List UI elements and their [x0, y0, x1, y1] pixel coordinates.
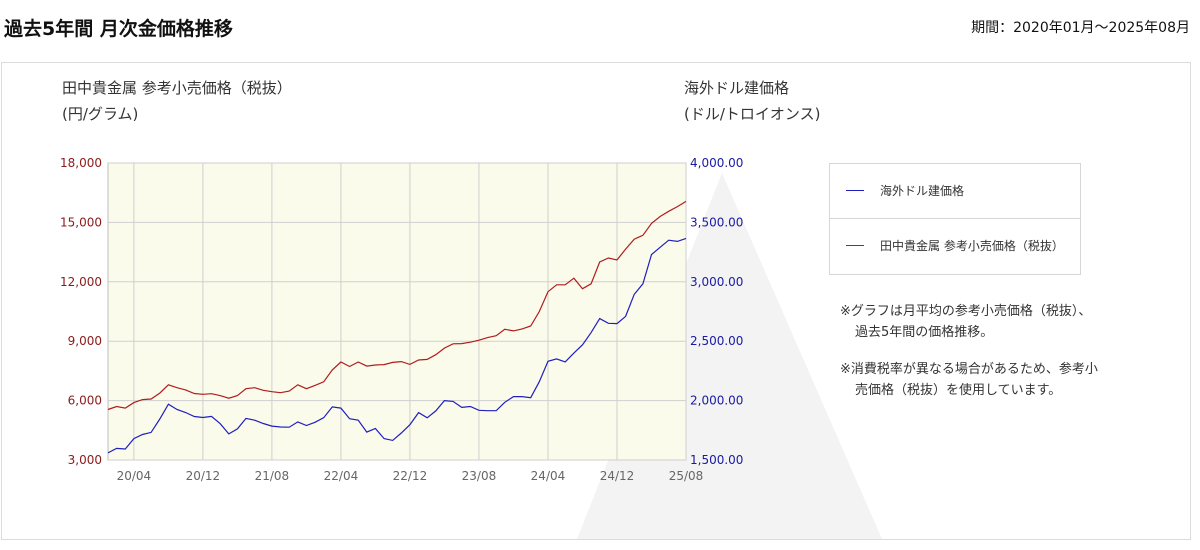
series-line-jpy [107, 200, 687, 411]
right-y-tick-label: 2,500.00 [690, 334, 743, 348]
left-y-tick-label: 12,000 [60, 275, 102, 289]
legend-item-usd[interactable]: 海外ドル建価格 [830, 164, 1080, 219]
left-axis-title: 田中貴金属 参考小売価格（税抜） (円/グラム) [62, 75, 292, 127]
right-y-tick-label: 4,000.00 [690, 156, 743, 170]
legend-item-jpy[interactable]: 田中貴金属 参考小売価格（税抜） [830, 219, 1080, 273]
right-axis-title-line2: (ドル/トロイオンス) [684, 105, 821, 123]
right-y-tick-label: 1,500.00 [690, 453, 743, 467]
note-item: ※消費税率が異なる場合があるため、参考小 売価格（税抜）を使用しています。 [840, 359, 1160, 401]
page-title: 過去5年間 月次金価格推移 [4, 18, 233, 40]
left-y-tick-label: 6,000 [68, 394, 102, 408]
x-tick-label: 22/12 [393, 469, 428, 483]
left-axis-title-line2: (円/グラム) [62, 105, 139, 123]
right-y-tick-label: 2,000.00 [690, 394, 743, 408]
x-tick-label: 24/04 [531, 469, 566, 483]
period-label: 期間：2020年01月〜2025年08月 [971, 20, 1190, 36]
x-tick-label: 22/04 [324, 469, 359, 483]
note-line: 売価格（税抜）を使用しています。 [855, 383, 1062, 398]
left-y-tick-label: 15,000 [60, 215, 102, 229]
series-line-usd [107, 237, 687, 454]
legend-label-jpy: 田中貴金属 参考小売価格（税抜） [880, 239, 1064, 253]
legend-swatch-usd [846, 190, 864, 191]
x-tick-label: 25/08 [669, 469, 704, 483]
x-tick-label: 20/12 [186, 469, 221, 483]
chart-panel: 田中貴金属 参考小売価格（税抜） (円/グラム) 海外ドル建価格 (ドル/トロイ… [1, 62, 1191, 540]
left-axis-title-line1: 田中貴金属 参考小売価格（税抜） [62, 79, 292, 97]
chart-legend: 海外ドル建価格 田中貴金属 参考小売価格（税抜） [829, 163, 1081, 275]
notes: ※グラフは月平均の参考小売価格（税抜）、 過去5年間の価格推移。 ※消費税率が異… [840, 301, 1160, 417]
note-line: ※グラフは月平均の参考小売価格（税抜）、 [840, 304, 1092, 319]
note-line: 過去5年間の価格推移。 [855, 325, 994, 340]
note-item: ※グラフは月平均の参考小売価格（税抜）、 過去5年間の価格推移。 [840, 301, 1160, 343]
right-y-tick-label: 3,500.00 [690, 215, 743, 229]
x-tick-label: 21/08 [255, 469, 290, 483]
x-tick-label: 24/12 [600, 469, 635, 483]
left-y-tick-label: 3,000 [68, 453, 102, 467]
note-line: ※消費税率が異なる場合があるため、参考小 [840, 362, 1098, 377]
legend-swatch-jpy [846, 245, 864, 246]
right-axis-title-line1: 海外ドル建価格 [684, 79, 790, 97]
right-y-tick-label: 3,000.00 [690, 275, 743, 289]
legend-label-usd: 海外ドル建価格 [880, 184, 965, 198]
left-y-tick-label: 9,000 [68, 334, 102, 348]
x-tick-label: 23/08 [462, 469, 497, 483]
plot-area [107, 162, 687, 461]
x-tick-label: 20/04 [117, 469, 152, 483]
gold-price-chart: 20/04 20/12 21/08 22/04 22/12 23/08 24/04 24/12… [60, 156, 743, 483]
left-y-tick-label: 18,000 [60, 156, 102, 170]
right-axis-title: 海外ドル建価格 (ドル/トロイオンス) [684, 75, 820, 127]
